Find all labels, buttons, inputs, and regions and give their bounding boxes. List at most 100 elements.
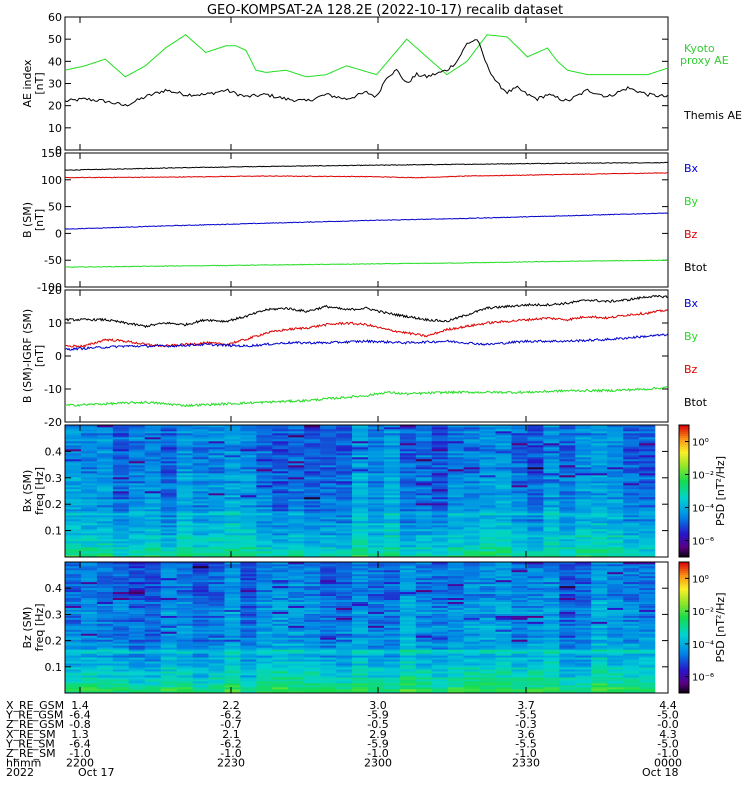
spectrogram-cell (352, 615, 369, 618)
spectrogram-cell (96, 679, 114, 682)
spectrogram-cell (256, 677, 273, 680)
spectrogram-cell (352, 669, 369, 672)
spectrogram-cell (591, 471, 608, 474)
spectrogram-cell (511, 571, 528, 575)
colorbar-tick-label: 10⁻² (692, 471, 714, 482)
spectrogram-cell (336, 619, 353, 622)
spectrogram-cell (527, 471, 544, 474)
spectrogram-cell (399, 595, 417, 599)
spectrogram-cell (176, 479, 193, 482)
spectrogram-cell (399, 625, 417, 628)
y-axis-unit: [nT] (33, 209, 46, 231)
spectrogram-cell (367, 615, 385, 618)
spectrogram-cell (192, 499, 209, 502)
spectrogram-cell (288, 567, 305, 571)
spectrogram-cell (463, 637, 480, 640)
spectrogram-cell (543, 475, 560, 478)
spectrogram-cell (160, 621, 177, 624)
spectrogram-cell (80, 515, 98, 518)
spectrogram-cell (575, 443, 592, 446)
spectrogram-cell (336, 435, 353, 438)
spectrogram-cell (65, 467, 82, 470)
spectrogram-cell (527, 627, 544, 630)
spectrogram-cell (320, 433, 337, 436)
spectrogram-cell (527, 489, 544, 492)
spectrogram-cell (65, 681, 82, 684)
spectrogram-cell (192, 631, 209, 634)
spectrogram-cell (112, 461, 130, 464)
spectrogram-cell (96, 483, 114, 486)
spectrogram-cell (65, 619, 82, 622)
spectrogram-cell (80, 621, 98, 624)
spectrogram-cell (144, 455, 161, 458)
spectrogram-cell (431, 625, 449, 628)
spectrogram-cell (447, 593, 464, 597)
spectrogram-cell (639, 647, 656, 650)
spectrogram-cell (543, 633, 560, 636)
spectrogram-cell (463, 605, 480, 608)
spectrogram-cell (144, 567, 161, 571)
spectrogram-cell (272, 589, 289, 593)
spectrogram-cell (192, 553, 209, 556)
spectrogram-cell (192, 673, 209, 676)
spectrogram-cell (479, 427, 496, 430)
spectrogram-cell (543, 431, 560, 434)
spectrogram-cell (144, 517, 161, 520)
spectrogram-cell (447, 457, 464, 460)
spectrogram-cell (463, 455, 480, 458)
spectrogram-cell (367, 685, 385, 688)
spectrogram-cell (543, 593, 560, 597)
spectrogram-cell (96, 651, 114, 654)
spectrogram-cell (160, 605, 177, 608)
spectrogram-cell (96, 497, 114, 500)
spectrogram-cell (383, 475, 401, 478)
spectrogram-cell (336, 665, 353, 668)
legend-entry: By (684, 195, 699, 208)
spectrogram-cell (415, 441, 433, 444)
spectrogram-cell (543, 537, 560, 540)
spectrogram-cell (479, 651, 496, 654)
spectrogram-cell (639, 551, 656, 554)
spectrogram-cell (415, 539, 433, 542)
spectrogram-cell (463, 691, 480, 694)
spectrogram-cell (367, 431, 385, 434)
spectrogram-cell (447, 445, 464, 448)
spectrogram-cell (96, 635, 114, 638)
spectrogram-cell (383, 501, 401, 504)
spectrogram-cell (415, 567, 433, 571)
spectrogram-cell (495, 619, 512, 622)
spectrogram-cell (272, 667, 289, 670)
spectrogram-cell (128, 667, 146, 670)
spectrogram-cell (463, 533, 480, 536)
spectrogram-cell (224, 549, 241, 552)
spectrogram-cell (128, 691, 146, 694)
spectrogram-cell (144, 597, 161, 601)
spectrogram-cell (336, 499, 353, 502)
spectrogram-cell (463, 655, 480, 658)
spectrogram-cell (623, 685, 640, 688)
spectrogram-cell (639, 619, 656, 622)
spectrogram-cell (367, 631, 385, 634)
spectrogram-cell (399, 481, 417, 484)
spectrogram-cell (336, 475, 353, 478)
spectrogram-cell (304, 607, 321, 610)
spectrogram-cell (559, 595, 576, 599)
spectrogram-cell (320, 673, 337, 676)
spectrogram-cell (511, 491, 528, 494)
spectrogram-cell (607, 455, 624, 458)
spectrogram-cell (256, 607, 273, 610)
spectrogram-cell (367, 625, 385, 628)
spectrogram-cell (415, 593, 433, 597)
spectrogram-cell (304, 609, 321, 612)
spectrogram-cell (288, 443, 305, 446)
spectrogram-cell (320, 425, 337, 428)
spectrogram-cell (352, 541, 369, 544)
spectrogram-cell (336, 491, 353, 494)
spectrogram-cell (256, 587, 273, 591)
spectrogram-cell (383, 461, 401, 464)
spectrogram-cell (527, 595, 544, 599)
spectrogram-cell (559, 587, 576, 591)
spectrogram-cell (336, 601, 353, 604)
spectrogram-cell (224, 447, 241, 450)
